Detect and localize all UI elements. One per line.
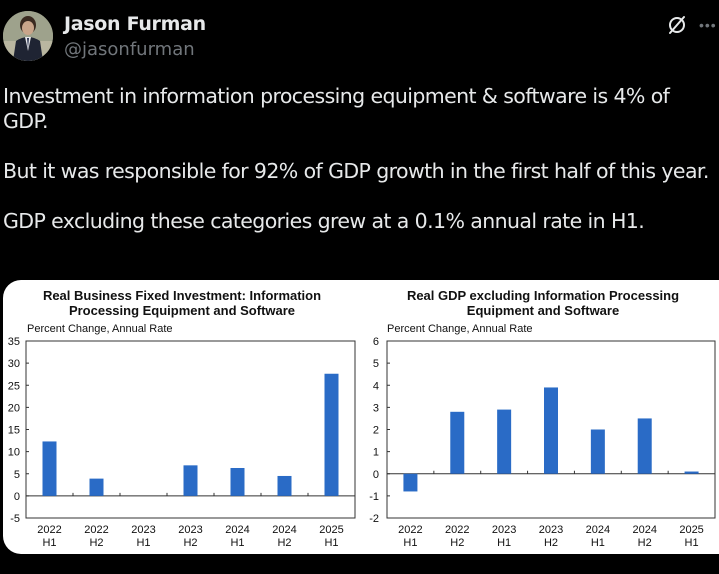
y-tick-label: 5: [14, 469, 20, 481]
bar: [590, 429, 605, 474]
y-tick-label: 1: [373, 447, 379, 459]
avatar[interactable]: [3, 11, 53, 61]
y-tick-label: 25: [8, 380, 20, 392]
y-tick-label: 2: [373, 425, 379, 437]
x-tick-label-year: 2023: [131, 524, 155, 536]
bar: [544, 387, 558, 474]
x-tick-label-year: 2022: [445, 524, 469, 536]
charts-svg: Real Business Fixed Investment: Informat…: [8, 288, 716, 549]
x-tick-label-half: H2: [183, 537, 197, 549]
x-tick-label-year: 2022: [398, 524, 422, 536]
bar: [403, 473, 418, 492]
avatar-photo: [3, 11, 53, 61]
x-tick-label-year: 2024: [225, 524, 249, 536]
bar: [183, 465, 198, 496]
x-tick-label-half: H1: [136, 537, 150, 549]
y-tick-label: 0: [14, 491, 20, 503]
bar: [230, 467, 245, 496]
bar: [637, 418, 652, 474]
bar: [324, 373, 339, 496]
more-dots-icon[interactable]: •••: [699, 17, 717, 33]
bar: [450, 411, 465, 474]
x-tick-label-half: H2: [450, 537, 464, 549]
x-tick-label-half: H1: [42, 537, 56, 549]
y-tick-label: 30: [8, 358, 20, 370]
tweet-line: Investment in information processing equ…: [3, 84, 670, 108]
tweet-line: But it was responsible for 92% of GDP gr…: [3, 159, 709, 183]
chart-title-line: Real GDP excluding Information Processin…: [407, 288, 679, 303]
x-tick-label-half: H1: [403, 537, 417, 549]
bar: [42, 441, 57, 496]
y-tick-label: 5: [373, 358, 379, 370]
bar: [497, 409, 512, 474]
author-name[interactable]: Jason Furman: [64, 13, 206, 35]
x-tick-label-year: 2023: [492, 524, 516, 536]
y-axis-label: Percent Change, Annual Rate: [27, 323, 173, 335]
tweet-line: GDP.: [3, 109, 49, 133]
x-tick-label-year: 2024: [632, 524, 656, 536]
y-tick-label: 20: [8, 402, 20, 414]
x-tick-label-half: H2: [277, 537, 291, 549]
y-tick-label: -1: [369, 491, 379, 503]
chart-title-line: Real Business Fixed Investment: Informat…: [43, 288, 321, 303]
y-tick-label: 0: [373, 469, 379, 481]
x-tick-label-year: 2024: [586, 524, 610, 536]
y-tick-label: -2: [369, 513, 379, 525]
y-tick-label: 3: [373, 402, 379, 414]
x-tick-label-year: 2022: [84, 524, 108, 536]
x-tick-label-half: H1: [230, 537, 244, 549]
chart-image-card[interactable]: Real Business Fixed Investment: Informat…: [3, 280, 719, 554]
y-tick-label: 15: [8, 425, 20, 437]
tweet-text: Investment in information processing equ…: [3, 84, 717, 234]
y-tick-label: 35: [8, 336, 20, 348]
chart-title-line: Processing Equipment and Software: [69, 303, 295, 318]
chart-right: Real GDP excluding Information Processin…: [369, 288, 716, 549]
chart-title-line: Equipment and Software: [467, 303, 619, 318]
y-tick-label: -5: [10, 513, 20, 525]
x-tick-label-half: H1: [685, 537, 699, 549]
x-tick-label-half: H2: [89, 537, 103, 549]
x-tick-label-year: 2025: [679, 524, 703, 536]
y-tick-label: 6: [373, 336, 379, 348]
x-tick-label-half: H1: [591, 537, 605, 549]
tweet-line: GDP excluding these categories grew at a…: [3, 209, 645, 233]
x-tick-label-year: 2023: [178, 524, 202, 536]
y-tick-label: 4: [373, 380, 379, 392]
x-tick-label-half: H1: [497, 537, 511, 549]
y-axis-label: Percent Change, Annual Rate: [387, 323, 533, 335]
author-handle[interactable]: @jasonfurman: [64, 39, 195, 60]
chart-left: Real Business Fixed Investment: Informat…: [8, 288, 356, 549]
grok-slash-circle-icon[interactable]: [666, 14, 688, 36]
x-tick-label-year: 2023: [539, 524, 563, 536]
x-tick-label-half: H1: [324, 537, 338, 549]
bar: [89, 478, 104, 496]
y-tick-label: 10: [8, 447, 20, 459]
x-tick-label-year: 2024: [272, 524, 296, 536]
x-tick-label-half: H2: [638, 537, 652, 549]
bar: [684, 471, 699, 474]
x-tick-label-year: 2022: [37, 524, 61, 536]
x-tick-label-half: H2: [544, 537, 558, 549]
x-tick-label-year: 2025: [319, 524, 343, 536]
bar: [277, 475, 292, 496]
